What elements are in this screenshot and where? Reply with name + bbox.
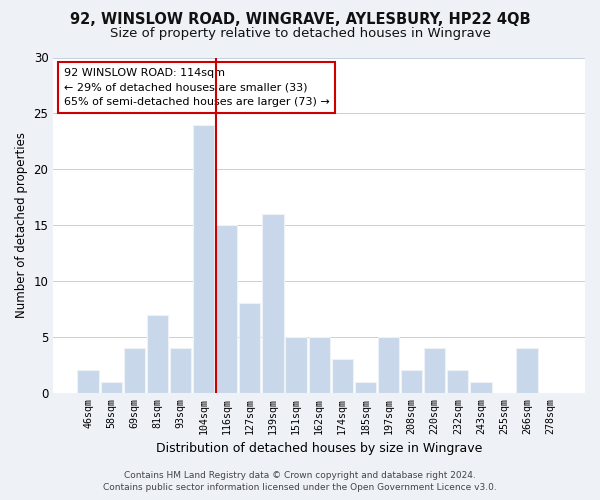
Y-axis label: Number of detached properties: Number of detached properties — [15, 132, 28, 318]
Text: 92, WINSLOW ROAD, WINGRAVE, AYLESBURY, HP22 4QB: 92, WINSLOW ROAD, WINGRAVE, AYLESBURY, H… — [70, 12, 530, 28]
Bar — [262, 214, 284, 393]
Text: 92 WINSLOW ROAD: 114sqm
← 29% of detached houses are smaller (33)
65% of semi-de: 92 WINSLOW ROAD: 114sqm ← 29% of detache… — [64, 68, 329, 107]
Bar — [147, 314, 168, 393]
Bar — [470, 382, 491, 393]
Text: Size of property relative to detached houses in Wingrave: Size of property relative to detached ho… — [110, 28, 490, 40]
Bar — [424, 348, 445, 393]
Bar — [286, 337, 307, 393]
Bar — [401, 370, 422, 393]
Bar — [332, 360, 353, 393]
Bar — [170, 348, 191, 393]
Bar — [378, 337, 399, 393]
Bar — [447, 370, 469, 393]
Bar — [101, 382, 122, 393]
Bar — [239, 304, 260, 393]
Text: Contains HM Land Registry data © Crown copyright and database right 2024.
Contai: Contains HM Land Registry data © Crown c… — [103, 471, 497, 492]
Bar — [355, 382, 376, 393]
Bar — [124, 348, 145, 393]
Bar — [193, 124, 214, 393]
Bar — [77, 370, 99, 393]
Bar — [308, 337, 330, 393]
X-axis label: Distribution of detached houses by size in Wingrave: Distribution of detached houses by size … — [156, 442, 482, 455]
Bar — [517, 348, 538, 393]
Bar — [216, 225, 238, 393]
